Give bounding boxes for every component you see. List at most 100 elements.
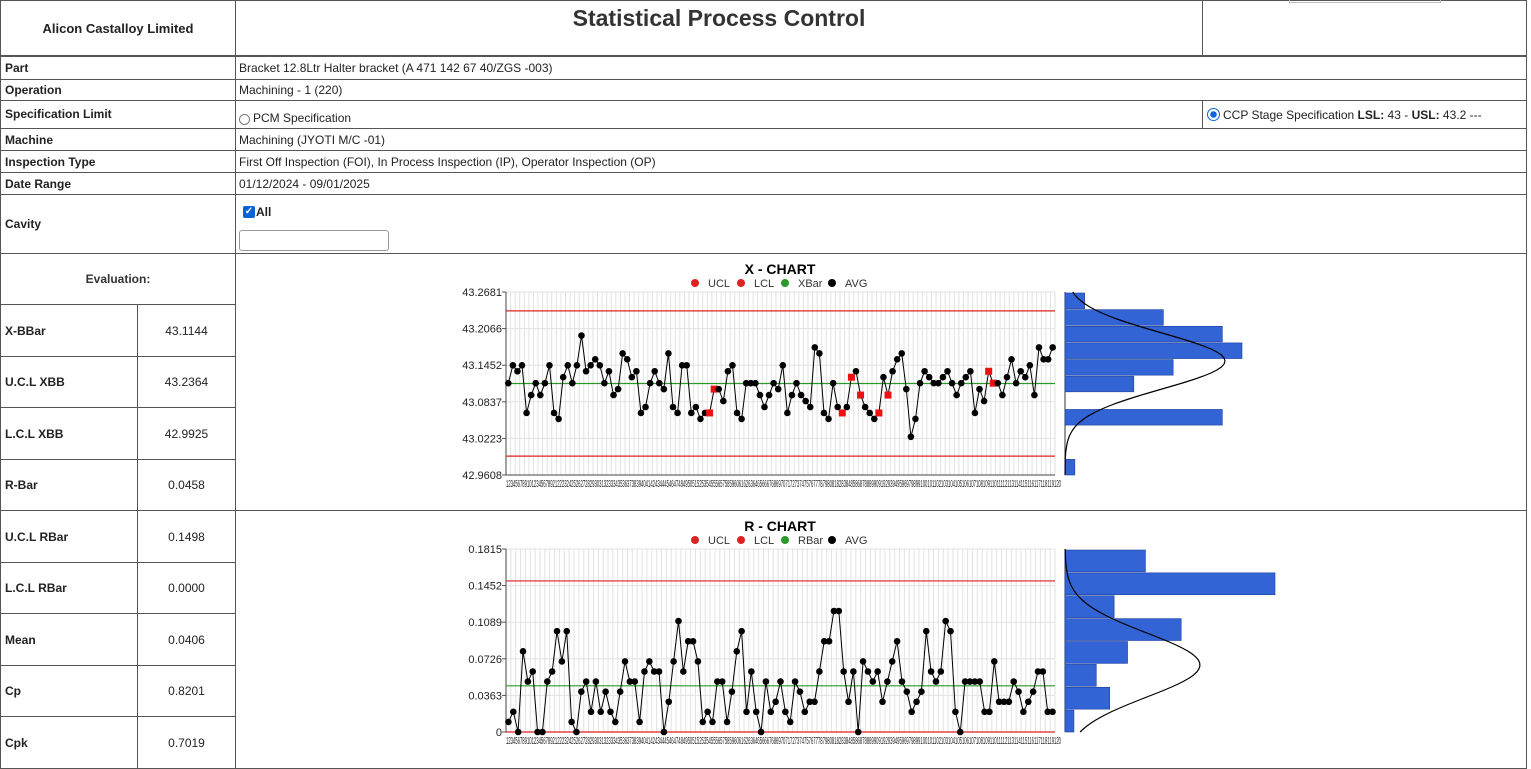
data-point	[777, 678, 784, 685]
spec-option-ccp[interactable]: CCP Stage Specification LSL: 43 - USL: 4…	[1202, 100, 1527, 129]
data-point	[605, 367, 613, 375]
data-point	[980, 397, 988, 405]
data-point	[558, 658, 566, 665]
legend-label: UCL	[708, 278, 730, 290]
cavity-panel: ✓ All	[235, 194, 1527, 254]
data-point	[684, 637, 692, 645]
histogram-bar	[1064, 342, 1243, 359]
data-point	[636, 718, 643, 726]
eval-label-6: Mean	[0, 613, 138, 666]
eval-value-6: 0.0406	[137, 613, 236, 666]
data-point	[539, 728, 546, 736]
data-point	[1044, 708, 1052, 716]
data-point	[811, 698, 818, 706]
legend-marker	[691, 279, 699, 287]
data-point	[680, 668, 687, 675]
data-point	[601, 379, 608, 387]
eval-label-7: Cp	[0, 665, 138, 717]
data-point	[578, 332, 585, 339]
data-point	[529, 668, 537, 675]
data-point	[935, 379, 942, 387]
data-point	[641, 668, 648, 675]
data-point	[541, 379, 549, 387]
header-right-control[interactable]	[1289, 0, 1441, 3]
data-point	[913, 698, 920, 706]
data-point	[788, 391, 796, 399]
data-point	[971, 678, 979, 685]
ccp-radio[interactable]	[1207, 108, 1220, 121]
data-point	[714, 678, 721, 685]
data-point	[582, 678, 590, 685]
data-point	[918, 688, 925, 695]
header-right-panel	[1202, 0, 1527, 56]
cavity-all-checkbox[interactable]: ✓ All	[243, 205, 271, 219]
data-point	[796, 688, 804, 695]
legend-marker	[828, 536, 836, 544]
data-point	[1010, 678, 1018, 685]
data-point	[592, 678, 600, 685]
data-point	[509, 362, 517, 369]
data-point	[786, 718, 794, 726]
data-point	[596, 362, 604, 369]
data-point	[687, 409, 695, 417]
usl-value: 43.2 ---	[1439, 107, 1482, 122]
histogram-bar	[1064, 686, 1110, 710]
data-point	[669, 403, 677, 411]
data-point	[869, 678, 877, 685]
data-point	[898, 678, 906, 685]
data-point	[633, 367, 640, 375]
data-point	[514, 728, 522, 736]
data-point	[825, 637, 833, 645]
pcm-radio[interactable]	[239, 114, 250, 125]
y-tick-label: 0.0363	[468, 690, 502, 702]
data-point	[784, 409, 791, 417]
data-point	[962, 373, 970, 381]
inspection-label: Inspection Type	[0, 150, 236, 173]
data-point	[1049, 344, 1057, 351]
data-point	[724, 367, 732, 375]
histogram-bar	[1064, 409, 1223, 426]
legend-label: XBar	[798, 278, 823, 290]
data-point-ooc	[989, 379, 997, 387]
data-point	[806, 403, 814, 411]
histogram-bar	[1064, 375, 1135, 393]
data-point	[738, 627, 745, 635]
legend-marker	[781, 279, 789, 287]
eval-value-0: 43.1144	[137, 304, 236, 357]
data-point	[697, 415, 704, 423]
data-point	[1015, 688, 1022, 695]
cavity-all-label: All	[256, 205, 272, 219]
operation-value: Machining - 1 (220)	[235, 79, 1527, 101]
legend-marker	[691, 536, 699, 544]
data-point	[646, 658, 653, 665]
data-point	[859, 658, 867, 665]
data-point	[720, 397, 727, 405]
data-point	[623, 356, 631, 363]
data-point	[546, 362, 553, 369]
data-point	[806, 698, 813, 706]
eval-label-0: X-BBar	[0, 304, 138, 357]
spec-option-pcm[interactable]: PCM Specification	[235, 100, 1203, 129]
histogram-bar	[1064, 664, 1097, 687]
data-point	[791, 678, 799, 685]
data-point	[743, 708, 750, 716]
legend-label: AVG	[845, 278, 867, 290]
histogram-bar	[1064, 641, 1128, 664]
cavity-filter-input[interactable]	[239, 230, 389, 251]
data-point	[772, 698, 779, 706]
data-point	[995, 698, 1003, 706]
data-point	[850, 668, 857, 675]
y-tick-label: 43.1452	[462, 360, 502, 372]
data-point	[616, 688, 624, 695]
data-point	[994, 379, 1002, 387]
data-point	[1035, 344, 1043, 351]
data-point	[752, 708, 760, 716]
data-point	[555, 415, 562, 423]
data-point	[527, 391, 535, 399]
data-point	[922, 627, 930, 635]
data-point	[854, 728, 862, 736]
data-point	[582, 367, 590, 375]
data-point	[879, 698, 886, 706]
data-point	[903, 385, 910, 393]
data-point	[1020, 708, 1027, 716]
